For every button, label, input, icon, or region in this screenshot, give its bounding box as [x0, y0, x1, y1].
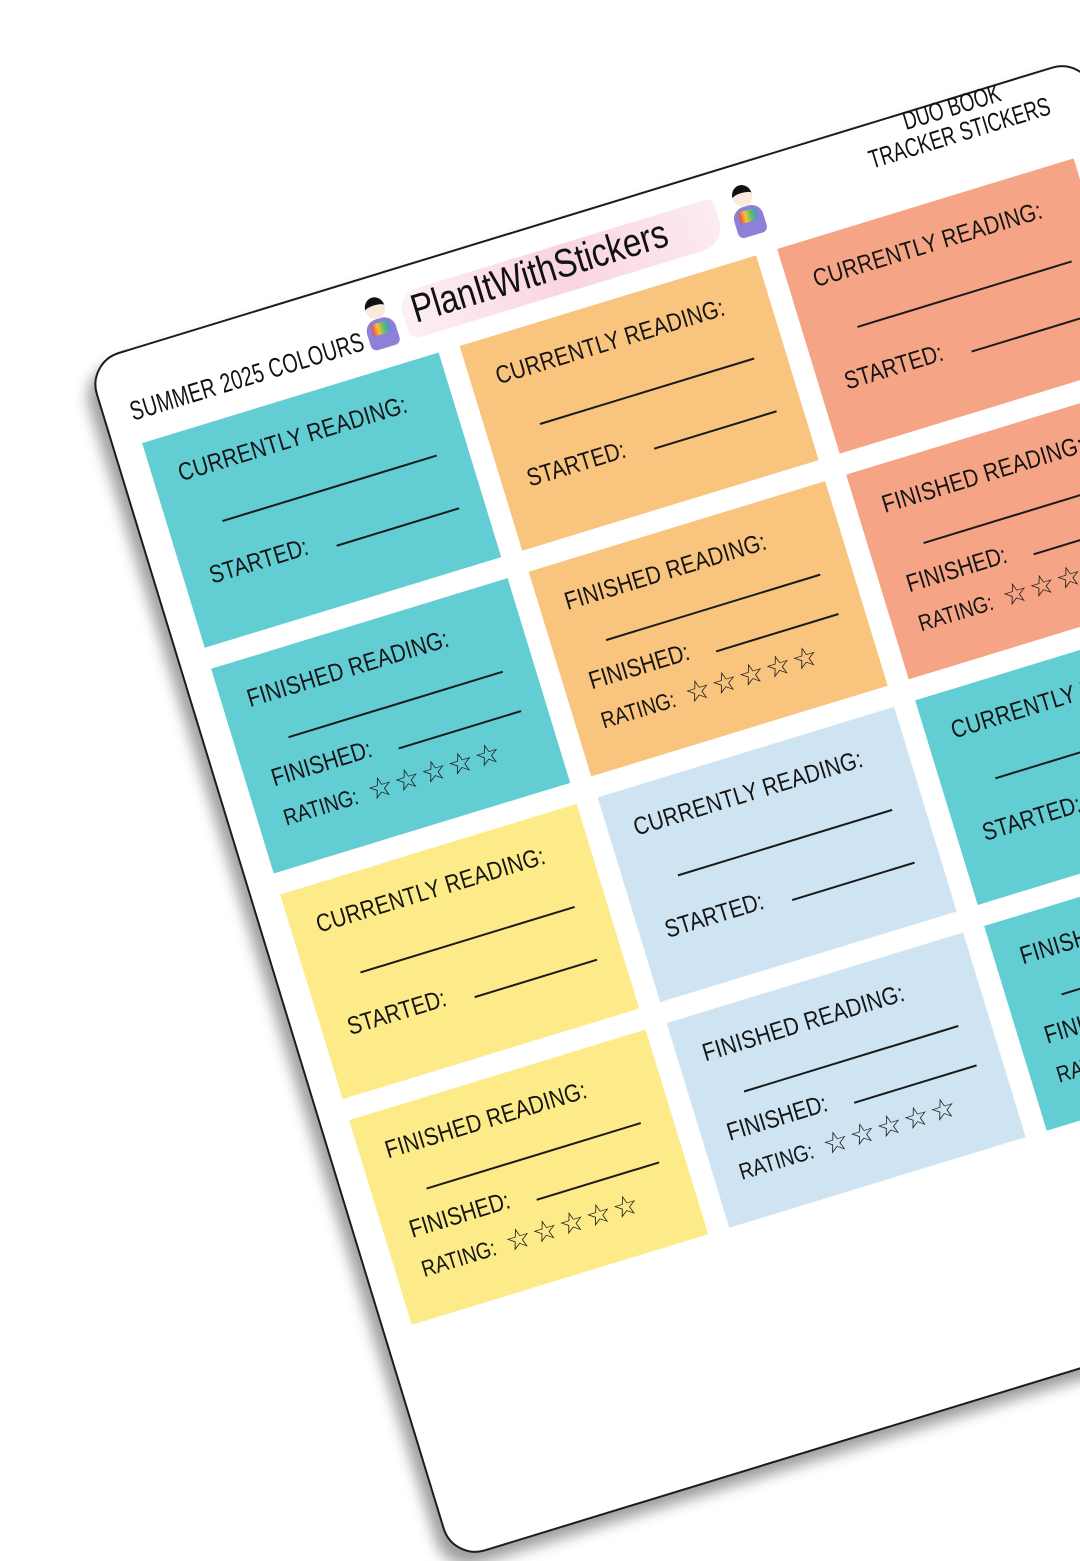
started-label: STARTED: [661, 887, 768, 944]
started-date-line [474, 958, 598, 999]
girl-reading-icon [723, 180, 772, 243]
finished-date-line [1033, 515, 1080, 556]
sticker-title: CURRENTLY READING: [312, 842, 549, 939]
started-date-line [653, 410, 777, 450]
product-title: DUO BOOK TRACKER STICKERS [857, 67, 1054, 175]
sticker-title: FINISHED READING: [381, 1076, 591, 1165]
sticker-title: FINISHED READING: [699, 979, 908, 1068]
rating-label: RATING: [597, 686, 679, 734]
sticker-title: FINISHED READING: [878, 430, 1080, 519]
sticker-title: FINISHED READING: [243, 624, 453, 713]
started-label: STARTED: [840, 338, 947, 396]
started-label: STARTED: [523, 435, 630, 493]
started-row: STARTED: [206, 486, 465, 590]
finished-label: FINISHED: [1040, 992, 1080, 1050]
started-date-line [336, 507, 460, 547]
started-row: STARTED: [841, 292, 1080, 396]
started-row: STARTED: [661, 840, 920, 944]
rating-label: RATING: [915, 588, 997, 637]
started-row: STARTED: [344, 937, 603, 1041]
sticker-title: FINISHED READING: [1016, 882, 1080, 971]
started-row: STARTED: [523, 389, 782, 493]
sticker-sheet: SUMMER 2025 COLOURS PlanItWithStickers D… [86, 56, 1080, 1561]
started-label: STARTED: [205, 532, 312, 590]
rating-label: RATING: [418, 1234, 500, 1282]
rating-label: RATING: [280, 783, 362, 831]
started-label: STARTED: [343, 984, 450, 1041]
sticker-title: FINISHED READING: [561, 527, 770, 616]
sticker-title: CURRENTLY READING: [630, 745, 867, 842]
started-date-line [791, 861, 915, 902]
rating-label: RATING: [1053, 1040, 1080, 1088]
sticker-title: CURRENTLY READING: [947, 647, 1080, 745]
started-label: STARTED: [978, 790, 1080, 847]
started-row: STARTED: [979, 743, 1080, 847]
started-date-line [971, 313, 1080, 353]
rating-label: RATING: [735, 1137, 817, 1185]
